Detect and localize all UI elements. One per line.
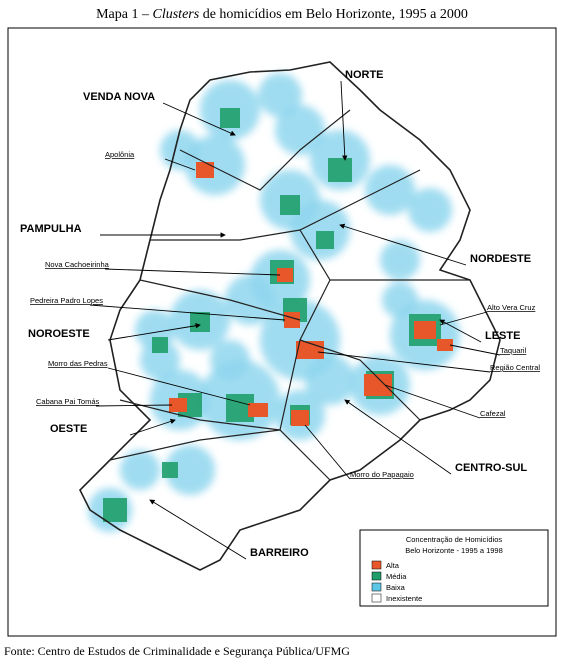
pointer-arrow [439,319,482,343]
low-cluster [258,73,302,117]
low-cluster [380,240,420,280]
legend-item: Alta [386,561,400,570]
low-cluster [408,188,452,232]
pointer-line [104,268,281,276]
map-layer [88,73,470,532]
medium-cluster [316,231,334,249]
low-cluster [120,450,160,490]
pointer-arrow [162,102,236,136]
city-outline [79,61,501,571]
legend-item: Inexistente [386,594,422,603]
high-cluster [277,268,293,282]
pointer-line [89,304,286,321]
region-label: LESTE [485,330,520,342]
region-label: NORTE [345,69,384,81]
region-label: OESTE [50,423,87,435]
legend-item: Baixa [386,583,406,592]
pointer-arrow [129,418,176,436]
title-italic: Clusters [153,7,200,22]
pointer-line [304,424,351,480]
place-label: Taquaril [500,346,527,355]
district-boundary [299,229,470,281]
pointer-line [95,404,173,407]
district-boundary [109,429,281,461]
low-cluster [140,340,180,380]
region-label: BARREIRO [250,547,309,559]
place-label: Alto Vera Cruz [487,303,536,312]
region-label: NOROESTE [28,328,90,340]
high-cluster [364,374,392,396]
high-cluster [414,321,436,339]
district-boundary [179,109,351,191]
place-label: Cabana Pai Tomás [36,397,99,406]
place-label: Morro do Papagaio [350,470,414,479]
high-cluster [196,162,214,178]
legend-box [359,529,549,607]
pointer-arrow [107,323,201,341]
labels: VENDA NOVA NORTE PAMPULHA NORDESTE NOROESTE L… [20,69,540,560]
pointer-arrow [340,80,348,161]
region-label: PAMPULHA [20,223,82,235]
pointer-arrow [339,223,467,266]
low-cluster [382,282,418,318]
legend-swatch [371,571,382,581]
region-label: VENDA NOVA [83,91,155,103]
low-cluster [305,355,355,405]
low-cluster [210,340,250,380]
medium-cluster [152,337,168,353]
pointer-arrow [149,499,247,560]
pointer-line [384,384,481,419]
region-label: CENTRO-SUL [455,462,527,474]
title-prefix: Mapa 1 – [96,7,152,22]
low-cluster [275,105,325,155]
medium-cluster [162,462,178,478]
legend-swatch [371,593,382,603]
legend-title: Concentração de Homicídios [406,535,503,544]
pointer-line [439,311,488,326]
pointer-line [449,344,501,356]
low-cluster [290,200,350,260]
high-cluster [437,339,453,351]
medium-cluster [280,195,300,215]
pointer-arrow [344,399,452,475]
low-cluster [225,275,275,325]
high-cluster [169,398,187,412]
place-label: Apolônia [105,150,135,159]
place-label: Morro das Pedras [48,359,108,368]
district-boundary [139,279,301,321]
medium-cluster [103,498,127,522]
district-boundary [299,339,421,421]
district-boundary [279,279,331,431]
pointer-line [164,158,196,171]
district-boundary [119,399,331,481]
region-label: NORDESTE [470,253,531,265]
title-suffix: de homicídios em Belo Horizonte, 1995 a … [199,7,468,22]
legend-swatch [371,582,382,592]
low-cluster [365,165,415,215]
pointer-line [317,351,491,373]
pointer-line [107,367,251,406]
legend-swatch [371,560,382,570]
legend-item: Média [386,572,407,581]
high-cluster [248,403,268,417]
map-title: Mapa 1 – Clusters de homicídios em Belo … [96,7,468,22]
place-label: Pedreira Padro Lopes [30,296,103,305]
place-label: Região Central [490,363,540,372]
place-label: Cafezal [480,409,506,418]
legend: Concentração de Homicídios Belo Horizont… [359,529,549,607]
medium-cluster [190,312,210,332]
place-label: Nova Cachoeirinha [45,260,110,269]
medium-cluster [328,158,352,182]
low-cluster [165,445,215,495]
medium-cluster [220,108,240,128]
high-cluster [284,312,300,328]
high-cluster [291,410,309,426]
legend-subtitle: Belo Horizonte - 1995 a 1998 [405,546,503,555]
source-note: Fonte: Centro de Estudos de Criminalidad… [4,644,350,658]
